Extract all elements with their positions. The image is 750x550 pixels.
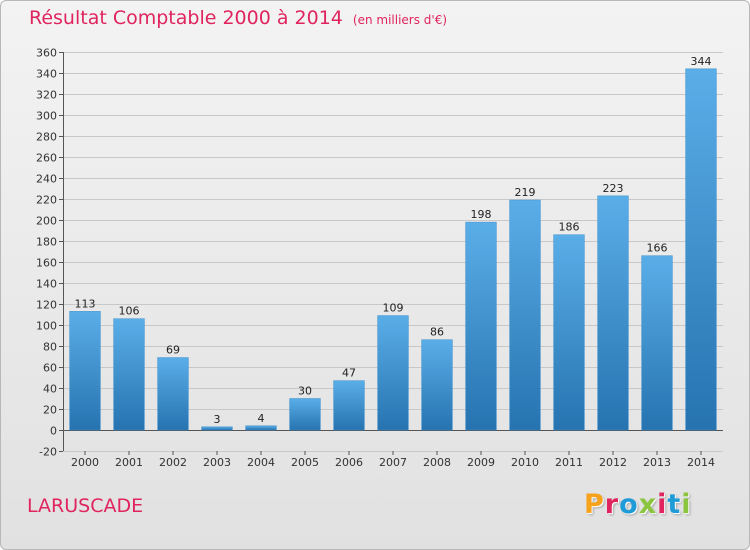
data-label-2004: 4: [258, 412, 265, 425]
y-tick-label: 80: [43, 341, 57, 354]
data-label-2013: 166: [647, 242, 668, 255]
bar-2000: [69, 311, 101, 431]
x-tick-label-2007: 2007: [379, 456, 407, 469]
bar-2011: [553, 234, 585, 431]
y-tick-label: 140: [36, 278, 57, 291]
y-tick-label: 220: [36, 194, 57, 207]
y-tick-label: 120: [36, 299, 57, 312]
data-label-2000: 113: [75, 297, 96, 310]
x-tick-label-2009: 2009: [467, 456, 495, 469]
x-tick-label-2004: 2004: [247, 456, 275, 469]
data-label-2009: 198: [471, 208, 492, 221]
y-tick-label: 260: [36, 152, 57, 165]
bar-2003: [201, 426, 233, 431]
y-tick-label: 60: [43, 362, 57, 375]
y-tick-label: 40: [43, 383, 57, 396]
bar-2012: [597, 195, 629, 431]
x-tick-label-2012: 2012: [599, 456, 627, 469]
y-tick-label: 180: [36, 236, 57, 249]
bar-2013: [641, 255, 673, 431]
x-tick-label-2011: 2011: [555, 456, 583, 469]
y-tick-label: 340: [36, 68, 57, 81]
bar-2005: [289, 398, 321, 431]
x-tick-label-2006: 2006: [335, 456, 363, 469]
bar-2001: [113, 318, 145, 431]
bar-2006: [333, 380, 365, 431]
x-tick-label-2013: 2013: [643, 456, 671, 469]
title-block: Résultat Comptable 2000 à 2014 (en millie…: [29, 7, 447, 29]
data-label-2010: 219: [515, 186, 536, 199]
data-label-2011: 186: [559, 221, 580, 234]
data-label-2007: 109: [383, 302, 404, 315]
y-tick-label: 280: [36, 131, 57, 144]
y-tick-label: 20: [43, 404, 57, 417]
bars: [69, 68, 717, 431]
data-label-2006: 47: [342, 367, 356, 380]
y-tick-label: 200: [36, 215, 57, 228]
bar-2007: [377, 315, 409, 431]
bar-2002: [157, 357, 189, 431]
y-tick-label: 160: [36, 257, 57, 270]
data-label-2012: 223: [603, 182, 624, 195]
y-tick-label: 320: [36, 89, 57, 102]
x-tick-label-2010: 2010: [511, 456, 539, 469]
chart-subtitle: (en milliers d'€): [352, 13, 448, 27]
y-tick-label: -20: [39, 446, 57, 459]
proxiti-logo: Proxiti: [584, 489, 692, 520]
labels: 113 106 69 3 4 30 47 109 86 198 219 186 223 166 344: [75, 55, 712, 426]
x-tick-label-2002: 2002: [159, 456, 187, 469]
x-tick-label-2001: 2001: [115, 456, 143, 469]
data-label-2003: 3: [214, 413, 221, 426]
y-tick-label: 0: [50, 425, 57, 438]
x-tick-label-2000: 2000: [71, 456, 99, 469]
bar-2008: [421, 339, 453, 431]
commune-name: LARUSCADE: [27, 495, 144, 517]
y-tick-label: 240: [36, 173, 57, 186]
y-tick-label: 300: [36, 110, 57, 123]
data-label-2001: 106: [119, 305, 140, 318]
data-label-2014: 344: [691, 55, 712, 68]
bar-2004: [245, 425, 277, 431]
y-tick-label: 100: [36, 320, 57, 333]
chart-title: Résultat Comptable 2000 à 2014: [29, 7, 343, 29]
x-tick-label-2003: 2003: [203, 456, 231, 469]
bar-2009: [465, 221, 497, 431]
data-label-2005: 30: [298, 385, 312, 398]
x-tick-label-2014: 2014: [687, 456, 715, 469]
axes: -20 0 20 40 60 80 100 120 140 160 180 200 220 240 260 2…: [36, 47, 723, 469]
data-label-2008: 86: [430, 326, 444, 339]
y-tick-label: 360: [36, 47, 57, 60]
bar-2014: [685, 68, 717, 431]
x-tick-label-2008: 2008: [423, 456, 451, 469]
bar-2010: [509, 199, 541, 431]
data-label-2002: 69: [166, 344, 180, 357]
x-tick-label-2005: 2005: [291, 456, 319, 469]
